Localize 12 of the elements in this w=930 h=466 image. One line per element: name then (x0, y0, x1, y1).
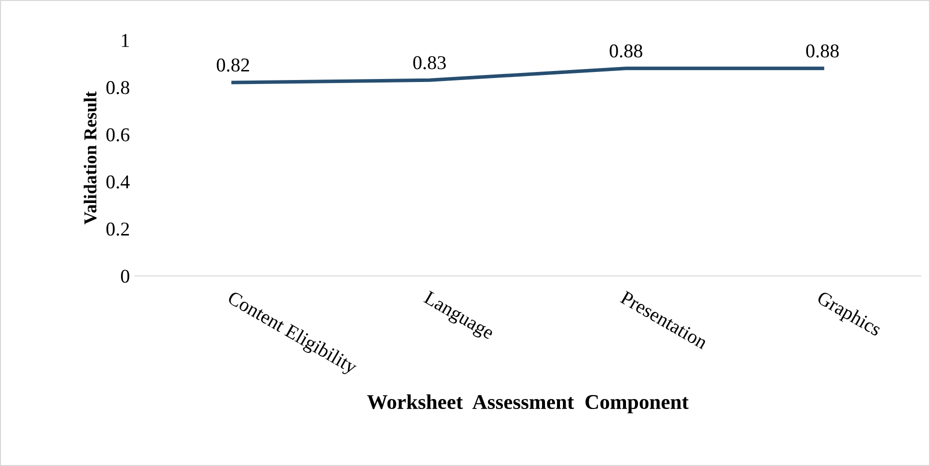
y-tick-label: 0 (121, 270, 130, 283)
data-label: 0.82 (216, 58, 250, 72)
y-tick-label: 0.8 (106, 81, 130, 94)
data-label: 0.88 (610, 44, 642, 58)
data-label: 0.83 (413, 56, 446, 70)
x-axis-title: Worksheet Assessment Component (367, 394, 689, 414)
y-tick-label: 0.4 (106, 175, 130, 189)
y-tick-label: 0.2 (106, 222, 129, 236)
data-label: 0.88 (806, 44, 839, 58)
y-axis-title: Validation Result (84, 91, 97, 224)
y-tick-label: 0.6 (106, 128, 130, 142)
y-tick-label: 1 (122, 34, 129, 47)
